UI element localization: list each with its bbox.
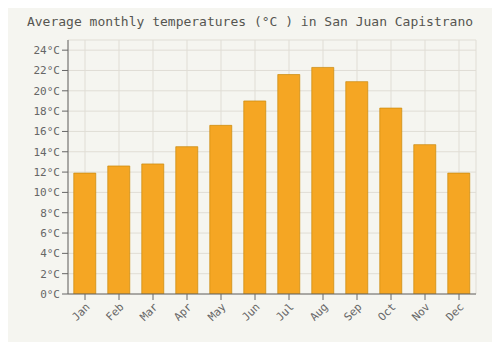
svg-text:Apr: Apr [171, 300, 195, 324]
svg-text:Mar: Mar [137, 300, 161, 324]
svg-text:Jun: Jun [239, 300, 262, 323]
svg-text:Dec: Dec [443, 300, 466, 323]
svg-text:24°C: 24°C [34, 44, 61, 57]
svg-text:Feb: Feb [103, 300, 126, 323]
svg-text:12°C: 12°C [34, 166, 61, 179]
svg-text:Oct: Oct [375, 300, 398, 323]
svg-text:10°C: 10°C [34, 186, 61, 199]
svg-text:20°C: 20°C [34, 85, 61, 98]
svg-text:2°C: 2°C [40, 268, 60, 281]
svg-text:18°C: 18°C [34, 105, 61, 118]
svg-text:Aug: Aug [307, 300, 330, 323]
svg-text:6°C: 6°C [40, 227, 60, 240]
svg-text:4°C: 4°C [40, 247, 60, 260]
svg-text:Jul: Jul [273, 300, 296, 323]
svg-text:0°C: 0°C [40, 288, 60, 301]
html-text:Average monthly temperatures (: Average monthly temperatures (°C ) in Sa… [26, 14, 474, 29]
svg-text:14°C: 14°C [34, 146, 61, 159]
svg-text:16°C: 16°C [34, 125, 61, 138]
svg-text:May: May [205, 300, 229, 324]
svg-text:8°C: 8°C [40, 207, 60, 220]
svg-text:22°C: 22°C [34, 64, 61, 77]
svg-text:Jan: Jan [69, 300, 92, 323]
svg-text:Sep: Sep [341, 300, 364, 323]
svg-text:Nov: Nov [409, 300, 433, 324]
